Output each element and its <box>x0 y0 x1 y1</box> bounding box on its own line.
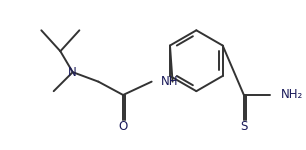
Text: NH₂: NH₂ <box>281 88 303 101</box>
Text: O: O <box>118 120 128 133</box>
Text: N: N <box>68 66 77 79</box>
Text: NH: NH <box>161 75 179 88</box>
Text: S: S <box>240 120 248 133</box>
